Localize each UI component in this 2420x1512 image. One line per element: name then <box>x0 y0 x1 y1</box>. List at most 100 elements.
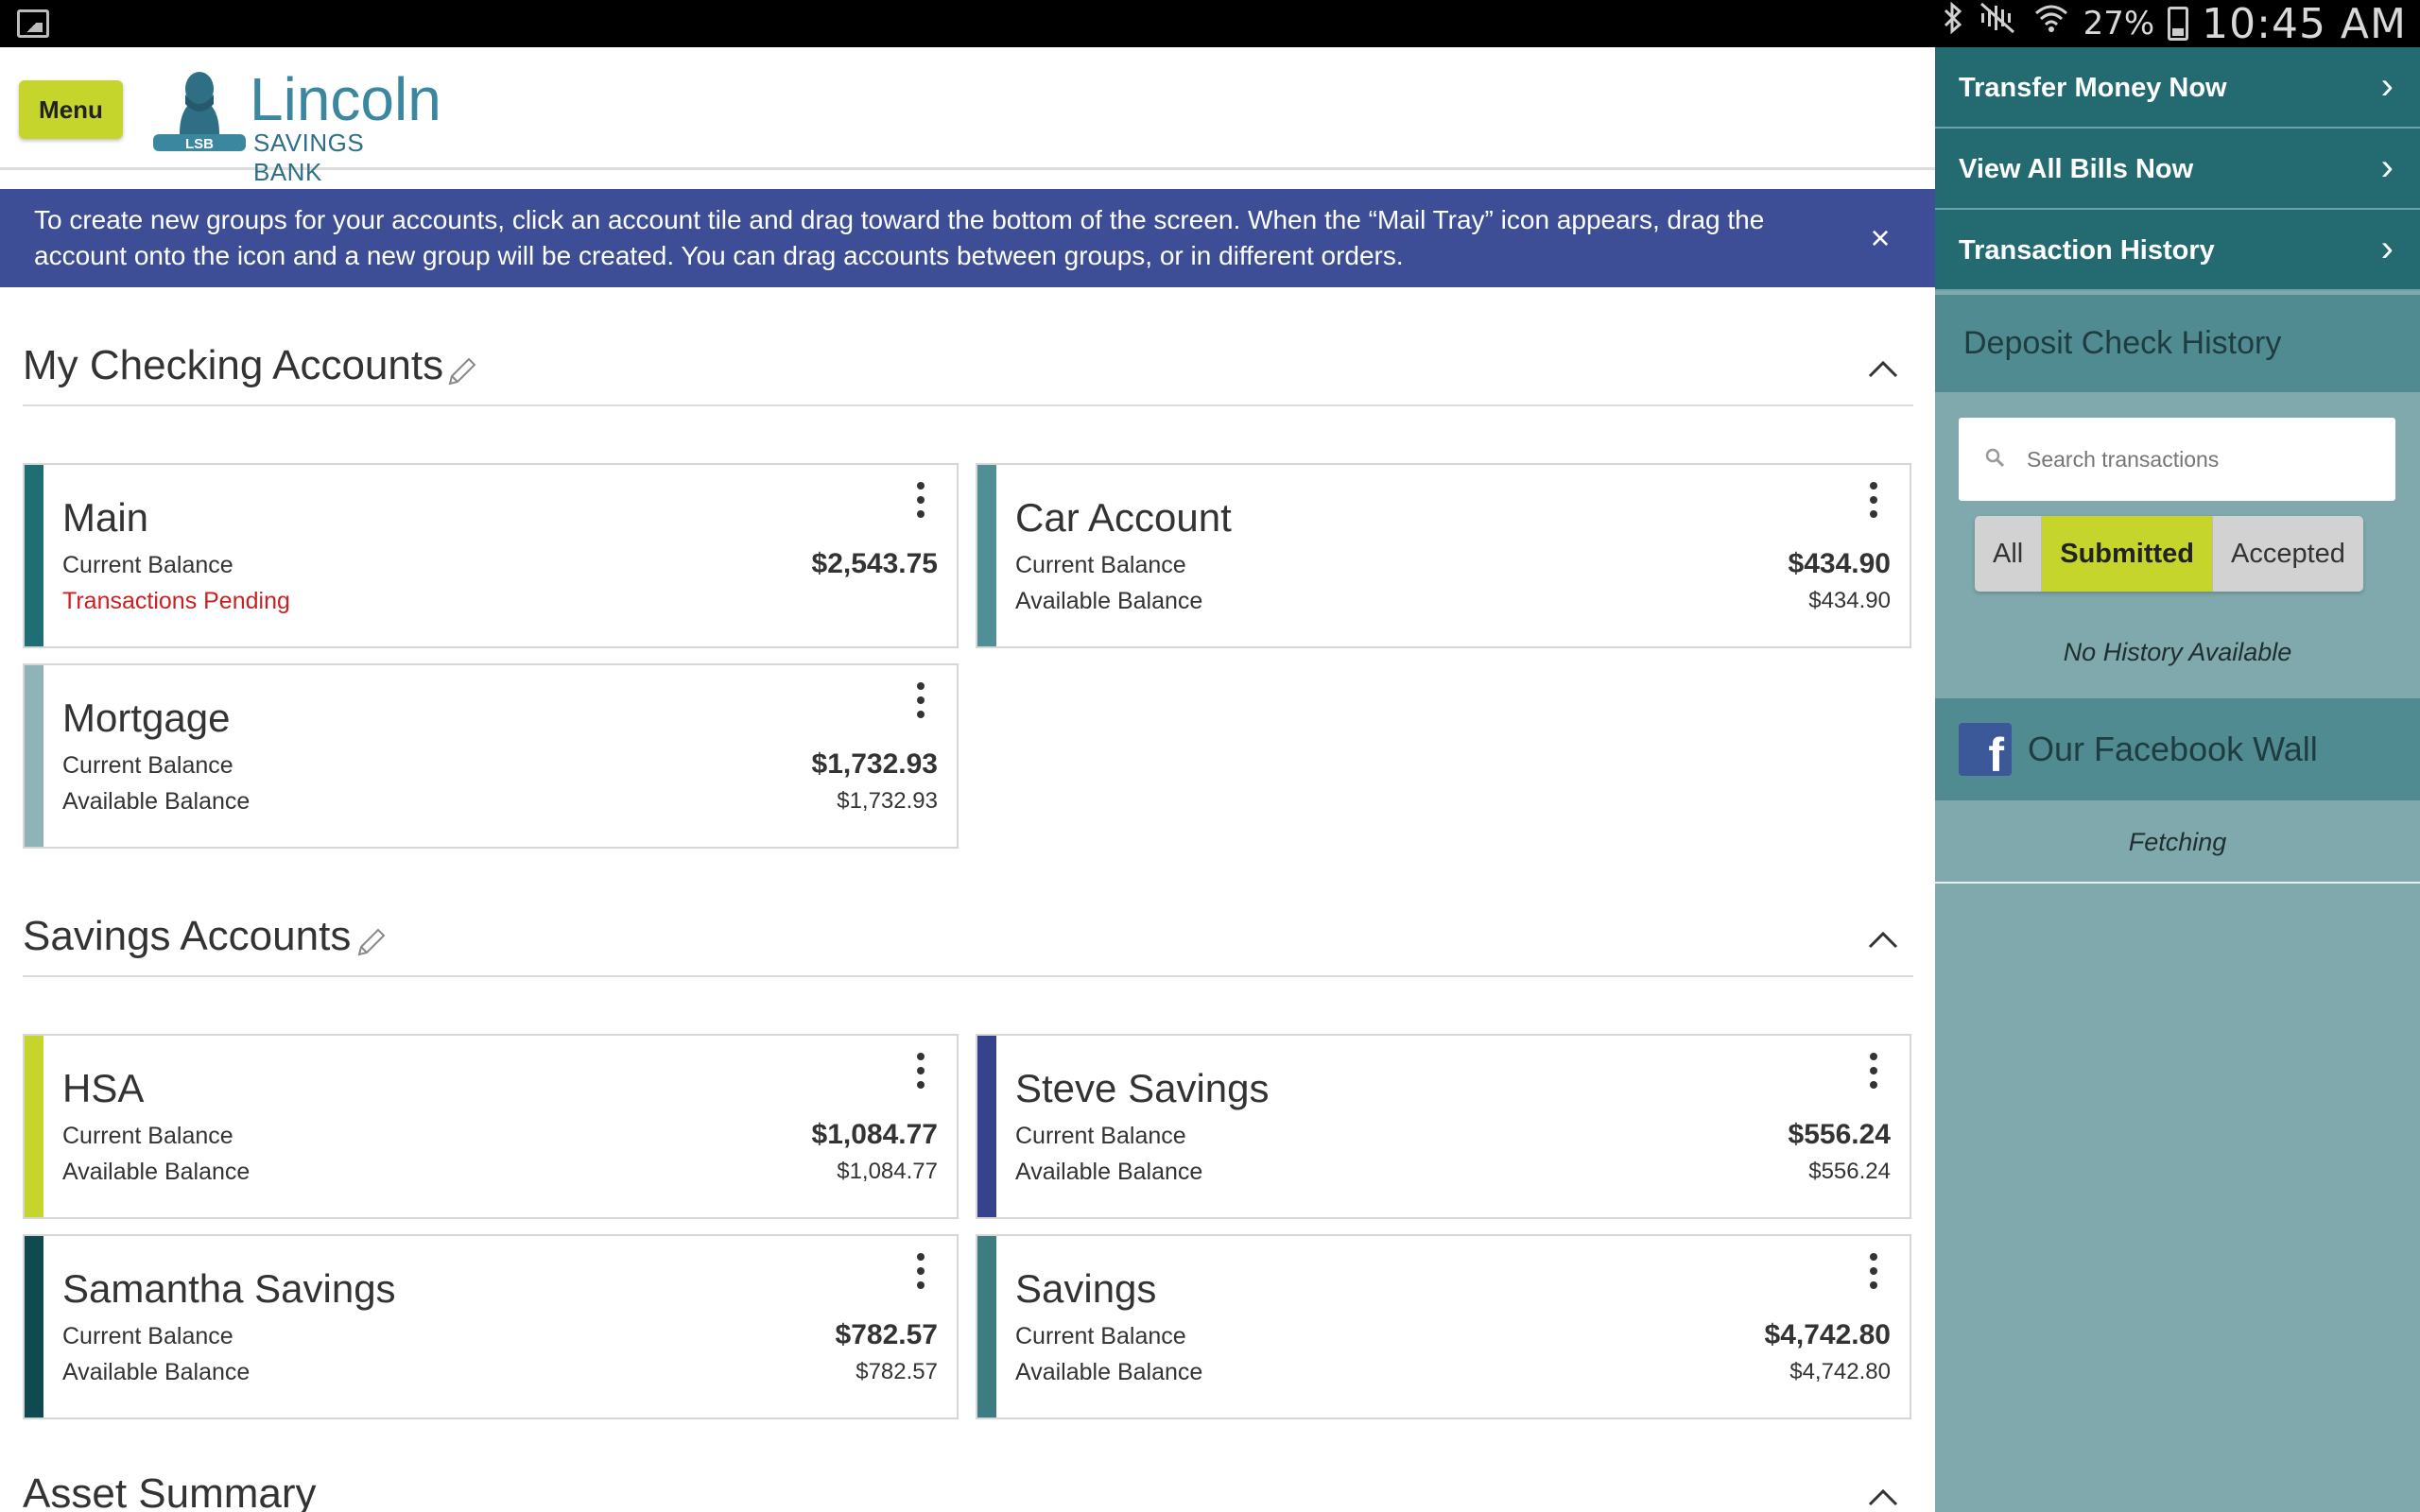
current-balance-amount: $434.90 <box>1788 548 1891 579</box>
clock: 10:45 AM <box>2202 0 2407 48</box>
section-header-checking: My Checking Accounts <box>23 321 1913 406</box>
link-label: Transfer Money Now <box>1959 73 2227 103</box>
pending-status: Transactions Pending <box>62 588 290 614</box>
chevron-up-icon[interactable] <box>1866 1486 1900 1508</box>
available-balance-amount: $4,742.80 <box>1789 1359 1891 1384</box>
account-color-bar <box>25 665 43 847</box>
account-name: HSA <box>62 1066 145 1110</box>
close-icon[interactable]: × <box>1870 218 1891 257</box>
facebook-wall-header[interactable]: f Our Facebook Wall <box>1935 698 2420 800</box>
more-options-icon[interactable] <box>1866 1053 1881 1100</box>
link-label: View All Bills Now <box>1959 154 2194 184</box>
filter-all[interactable]: All <box>1975 516 2043 592</box>
wifi-icon <box>2032 0 2070 47</box>
banner-text: To create new groups for your accounts, … <box>34 205 1765 270</box>
section-title: Savings Accounts <box>23 913 352 959</box>
bluetooth-icon <box>1942 0 1964 47</box>
account-tile-savings[interactable]: Savings Current Balance Available Balanc… <box>976 1234 1911 1419</box>
search-input[interactable] <box>2027 418 2377 501</box>
deposit-check-history-title: Deposit Check History <box>1935 295 2420 392</box>
available-balance-label: Available Balance <box>62 1359 251 1385</box>
divider <box>1935 882 2420 884</box>
gallery-icon <box>17 9 49 38</box>
current-balance-label: Current Balance <box>1015 552 1186 578</box>
available-balance-amount: $1,732.93 <box>837 788 938 814</box>
current-balance-label: Current Balance <box>62 1323 233 1349</box>
account-tile-samantha-savings[interactable]: Samantha Savings Current Balance Availab… <box>23 1234 959 1419</box>
section-header-savings: Savings Accounts <box>23 892 1913 977</box>
no-history-message: No History Available <box>2063 638 2292 666</box>
account-name: Car Account <box>1015 495 1232 540</box>
current-balance-label: Current Balance <box>62 1123 233 1149</box>
edit-pencil-icon[interactable] <box>444 355 478 389</box>
view-bills-link[interactable]: View All Bills Now › <box>1935 129 2420 210</box>
account-tile-steve-savings[interactable]: Steve Savings Current Balance Available … <box>976 1034 1911 1219</box>
more-options-icon[interactable] <box>1866 482 1881 529</box>
more-options-icon[interactable] <box>913 482 928 529</box>
account-tile-car[interactable]: Car Account Current Balance Available Ba… <box>976 463 1911 648</box>
current-balance-amount: $556.24 <box>1788 1119 1891 1150</box>
chevron-right-icon: › <box>2380 228 2394 269</box>
main-content: Menu LSB Lincoln SAVINGS BANK To create … <box>0 47 1935 1512</box>
sidebar: Transfer Money Now › View All Bills Now … <box>1935 47 2420 1512</box>
transaction-history-link[interactable]: Transaction History › <box>1935 210 2420 291</box>
battery-percent: 27% <box>2083 5 2155 43</box>
more-options-icon[interactable] <box>1866 1253 1881 1300</box>
facebook-wall-title: Our Facebook Wall <box>2028 730 2318 768</box>
search-icon <box>1985 448 2005 468</box>
available-balance-amount: $1,084.77 <box>837 1159 938 1184</box>
bank-logo[interactable]: LSB Lincoln SAVINGS BANK <box>151 65 441 186</box>
available-balance-label: Available Balance <box>1015 1359 1203 1385</box>
transfer-money-link[interactable]: Transfer Money Now › <box>1935 47 2420 129</box>
more-options-icon[interactable] <box>913 682 928 730</box>
account-color-bar <box>977 1236 996 1418</box>
available-balance-amount: $782.57 <box>856 1359 938 1384</box>
current-balance-label: Current Balance <box>1015 1323 1186 1349</box>
status-icons: 27% 10:45 AM <box>1942 0 2407 48</box>
logo-subtitle: SAVINGS BANK <box>253 129 365 186</box>
app-header: Menu LSB Lincoln SAVINGS BANK <box>0 47 1935 186</box>
account-name: Mortgage <box>62 696 231 740</box>
filter-accepted[interactable]: Accepted <box>2213 516 2363 592</box>
account-name: Main <box>62 495 149 540</box>
section-header-asset-summary: Asset Summary <box>23 1450 1913 1512</box>
mute-icon <box>1978 0 2019 47</box>
lincoln-portrait-icon: LSB <box>153 72 246 152</box>
search-box[interactable] <box>1959 418 2395 501</box>
history-filter: All Submitted Accepted <box>1975 516 2363 592</box>
account-tile-main[interactable]: Main Current Balance Transactions Pendin… <box>23 463 959 648</box>
available-balance-amount: $434.90 <box>1808 588 1891 613</box>
current-balance-amount: $1,732.93 <box>811 748 938 780</box>
account-color-bar <box>25 465 43 646</box>
chevron-up-icon[interactable] <box>1866 928 1900 951</box>
section-title: Asset Summary <box>23 1470 317 1512</box>
account-tile-mortgage[interactable]: Mortgage Current Balance Available Balan… <box>23 663 959 849</box>
more-options-icon[interactable] <box>913 1253 928 1300</box>
facebook-icon: f <box>1959 723 2012 776</box>
chevron-right-icon: › <box>2380 65 2394 107</box>
more-options-icon[interactable] <box>913 1053 928 1100</box>
menu-button[interactable]: Menu <box>19 80 123 139</box>
filter-submitted[interactable]: Submitted <box>2042 516 2214 592</box>
current-balance-label: Current Balance <box>62 552 233 578</box>
current-balance-label: Current Balance <box>1015 1123 1186 1149</box>
svg-text:LSB: LSB <box>185 136 214 152</box>
chevron-right-icon: › <box>2380 146 2394 188</box>
facebook-status: Fetching <box>2128 828 2227 856</box>
account-color-bar <box>977 465 996 646</box>
account-tile-hsa[interactable]: HSA Current Balance Available Balance $1… <box>23 1034 959 1219</box>
account-color-bar <box>25 1236 43 1418</box>
account-name: Samantha Savings <box>62 1266 396 1311</box>
account-name: Steve Savings <box>1015 1066 1270 1110</box>
current-balance-amount: $1,084.77 <box>811 1119 938 1150</box>
status-bar: 27% 10:45 AM <box>0 0 2420 48</box>
account-color-bar <box>25 1036 43 1217</box>
link-label: Transaction History <box>1959 235 2215 266</box>
available-balance-label: Available Balance <box>1015 588 1203 614</box>
account-name: Savings <box>1015 1266 1157 1311</box>
info-banner: To create new groups for your accounts, … <box>0 189 1935 287</box>
current-balance-amount: $782.57 <box>835 1319 938 1350</box>
edit-pencil-icon[interactable] <box>354 926 388 960</box>
chevron-up-icon[interactable] <box>1866 357 1900 380</box>
logo-name: Lincoln <box>250 65 441 133</box>
